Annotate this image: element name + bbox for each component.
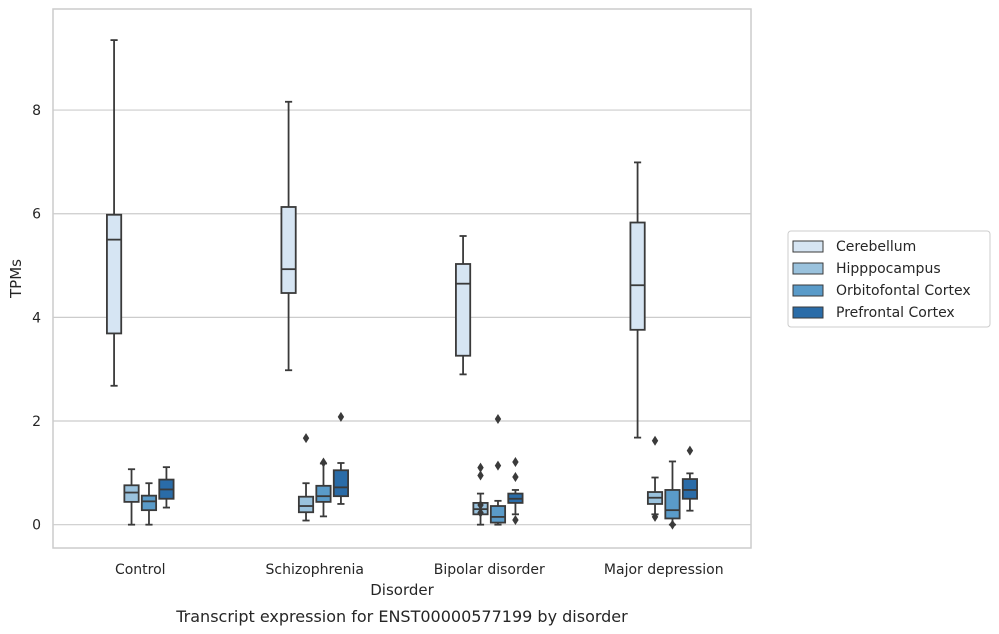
y-tick-label: 6 bbox=[32, 207, 41, 223]
outlier-point bbox=[302, 433, 310, 444]
x-tick-label: Schizophrenia bbox=[266, 562, 364, 578]
y-tick-label: 0 bbox=[32, 518, 41, 534]
box-orbitofontal-cortex-bipolar-disorder bbox=[489, 413, 507, 526]
box-body bbox=[332, 469, 349, 498]
legend-swatch bbox=[792, 284, 824, 297]
box-hipppocampus-control bbox=[123, 468, 140, 526]
outlier-point bbox=[669, 519, 676, 530]
legend-label: Orbitofontal Cortex bbox=[836, 283, 971, 299]
box-body bbox=[297, 495, 315, 514]
box-prefrontal-cortex-bipolar-disorder bbox=[507, 456, 524, 526]
chart-caption: Transcript expression for ENST0000057719… bbox=[175, 607, 628, 626]
outlier-point bbox=[512, 515, 519, 526]
x-tick-label: Control bbox=[115, 562, 166, 578]
y-axis-label: TPMs bbox=[7, 259, 25, 299]
legend-swatch bbox=[792, 306, 824, 319]
y-tick-label: 2 bbox=[32, 414, 41, 430]
box-hipppocampus-major-depression bbox=[646, 435, 664, 522]
outlier-point bbox=[477, 499, 484, 510]
box-orbitofontal-cortex-schizophrenia bbox=[315, 457, 332, 518]
box-body bbox=[140, 494, 158, 512]
legend-label: Cerebellum bbox=[836, 239, 916, 255]
box-body bbox=[106, 213, 123, 335]
x-tick-labels: Control Schizophrenia Bipolar disorder Majo… bbox=[115, 562, 724, 578]
box-orbitofontal-cortex-control bbox=[140, 482, 158, 526]
y-gridlines bbox=[53, 109, 751, 526]
legend: Cerebellum Hipppocampus Orbitofontal Corte… bbox=[787, 230, 991, 328]
outlier-point bbox=[320, 457, 327, 468]
outlier-point bbox=[477, 507, 484, 518]
x-axis-label: Disorder bbox=[370, 581, 434, 599]
plot-area bbox=[52, 8, 752, 549]
legend-label: Hipppocampus bbox=[836, 261, 941, 277]
y-tick-label: 8 bbox=[32, 103, 41, 119]
box-body bbox=[629, 221, 646, 331]
box-body bbox=[489, 505, 507, 524]
y-tick-labels: 0 2 4 6 8 bbox=[32, 103, 41, 534]
x-tick-label: Major depression bbox=[604, 562, 724, 578]
y-tick-label: 4 bbox=[32, 310, 41, 326]
box-prefrontal-cortex-control bbox=[158, 466, 175, 509]
box-hipppocampus-schizophrenia bbox=[297, 433, 315, 522]
outlier-point bbox=[686, 445, 694, 456]
box-cerebellum-bipolar-disorder bbox=[455, 235, 472, 376]
legend-item: Prefrontal Cortex bbox=[792, 305, 955, 321]
box-body bbox=[280, 206, 297, 294]
box-body bbox=[664, 489, 681, 520]
outlier-point bbox=[477, 462, 484, 473]
legend-item: Cerebellum bbox=[792, 239, 916, 255]
legend-item: Hipppocampus bbox=[792, 261, 941, 277]
legend-label: Prefrontal Cortex bbox=[836, 305, 955, 321]
x-tick-label: Bipolar disorder bbox=[434, 562, 545, 578]
box-prefrontal-cortex-major-depression bbox=[681, 445, 698, 512]
outlier-point bbox=[651, 511, 659, 522]
box-cerebellum-schizophrenia bbox=[280, 100, 297, 372]
legend-frame bbox=[787, 230, 991, 328]
box-body bbox=[455, 263, 472, 357]
outlier-point bbox=[477, 470, 484, 481]
box-groups bbox=[106, 39, 698, 530]
box-body bbox=[681, 478, 698, 500]
legend-item: Orbitofontal Cortex bbox=[792, 283, 971, 299]
outlier-point bbox=[337, 411, 345, 422]
box-prefrontal-cortex-schizophrenia bbox=[332, 411, 349, 505]
legend-swatch bbox=[792, 240, 824, 253]
box-body bbox=[123, 484, 140, 503]
outlier-point bbox=[494, 460, 502, 471]
legend-swatch bbox=[792, 262, 824, 275]
box-hipppocampus-bipolar-disorder bbox=[472, 462, 489, 526]
box-cerebellum-major-depression bbox=[629, 161, 646, 439]
outlier-point bbox=[512, 471, 519, 482]
outlier-point bbox=[512, 456, 519, 467]
box-orbitofontal-cortex-major-depression bbox=[664, 460, 681, 530]
outlier-point bbox=[494, 413, 502, 424]
box-cerebellum-control bbox=[106, 39, 123, 387]
outlier-point bbox=[651, 435, 659, 446]
box-body bbox=[315, 484, 332, 503]
